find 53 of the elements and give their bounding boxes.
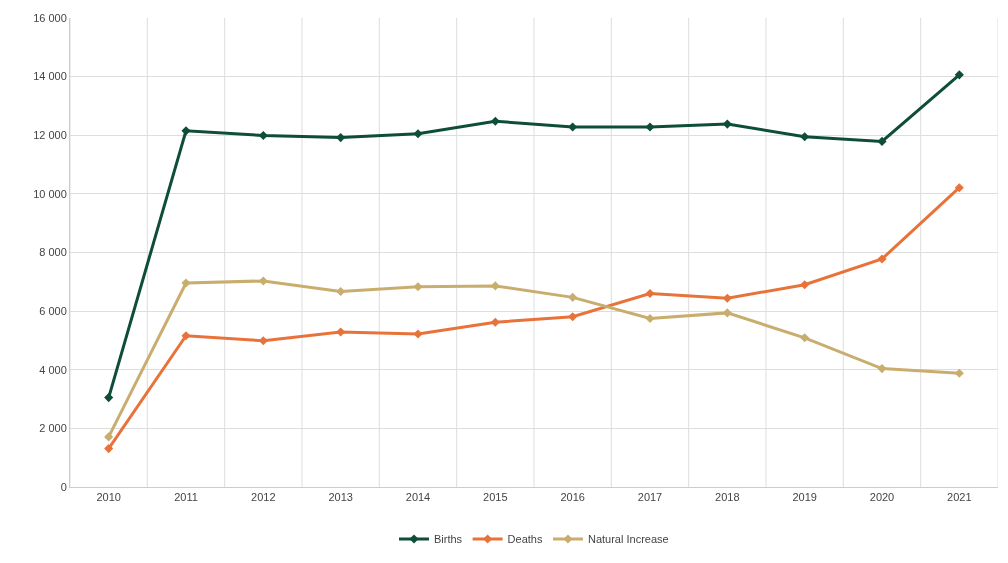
point	[336, 286, 346, 297]
x-tick-label: 2012	[251, 491, 276, 504]
point	[104, 393, 114, 403]
point	[568, 312, 578, 322]
x-tick-label: 2014	[405, 491, 431, 504]
y-tick-label: 4 000	[39, 363, 67, 376]
x-tick-label: 2020	[869, 491, 895, 504]
point	[645, 122, 655, 132]
point	[877, 364, 887, 374]
point	[413, 129, 423, 139]
x-tick-label: 2021	[947, 491, 972, 504]
x-tick-label: 2019	[792, 491, 817, 504]
point	[954, 183, 964, 193]
point	[954, 70, 964, 80]
point	[413, 282, 423, 292]
point	[181, 278, 191, 288]
y-tick-label: 6 000	[39, 304, 67, 317]
point	[336, 133, 346, 143]
x-tick-label: 2010	[96, 491, 121, 504]
y-tick-label: 10 000	[33, 187, 67, 200]
point	[568, 292, 578, 302]
legend-label: Births	[434, 533, 463, 546]
point	[800, 333, 810, 343]
y-tick-label: 0	[60, 480, 67, 493]
point	[413, 329, 423, 339]
point	[800, 280, 810, 290]
x-tick-label: 2016	[560, 491, 585, 504]
legend-label: Deaths	[507, 533, 543, 546]
point	[722, 293, 732, 303]
point	[490, 116, 500, 126]
x-tick-label: 2013	[328, 491, 353, 504]
point	[181, 126, 191, 136]
legend-label: Natural Increase	[587, 533, 669, 546]
x-tick-label: 2011	[174, 491, 198, 504]
point	[181, 331, 191, 341]
y-tick-label: 12 000	[33, 129, 67, 142]
point	[490, 317, 500, 327]
point	[877, 136, 887, 146]
point	[258, 130, 268, 141]
x-tick-label: 2018	[715, 491, 740, 504]
point	[645, 288, 655, 299]
point	[104, 444, 114, 454]
point	[954, 368, 964, 378]
y-tick-label: 8 000	[39, 246, 67, 259]
x-tick-label: 2015	[483, 491, 508, 504]
y-tick-label: 14 000	[33, 70, 67, 83]
point	[877, 254, 887, 264]
x-tick-label: 2017	[637, 491, 663, 504]
point	[645, 313, 655, 323]
y-tick-label: 16 000	[33, 11, 67, 24]
point	[800, 132, 810, 142]
y-tick-label: 2 000	[39, 422, 67, 435]
point	[104, 432, 114, 442]
